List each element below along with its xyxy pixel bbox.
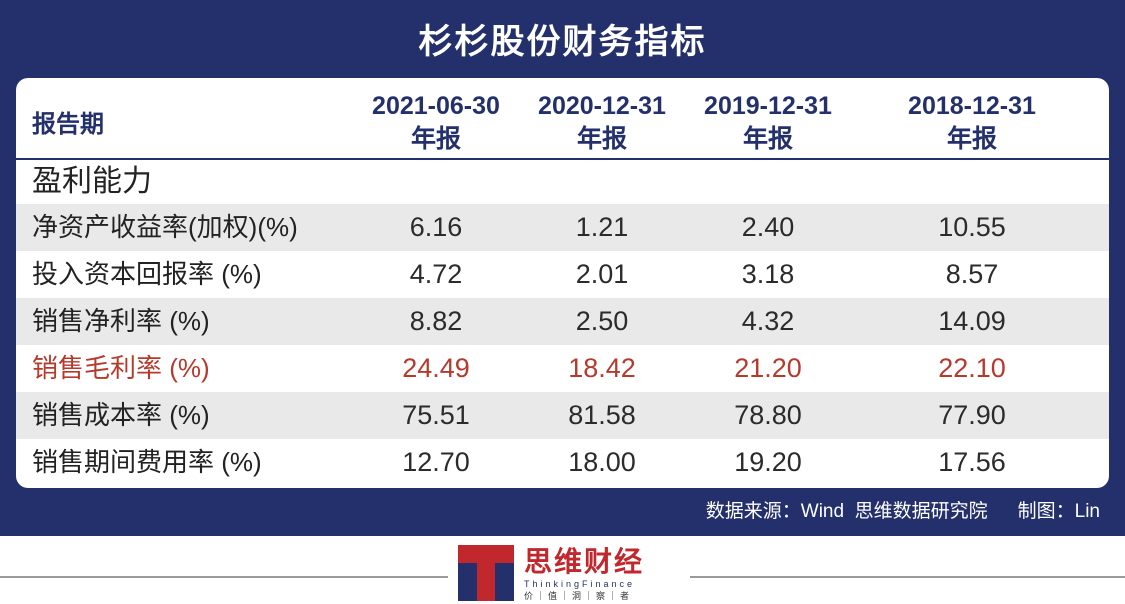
- data-source: 数据来源：Wind 思维数据研究院: [705, 501, 988, 522]
- cell-value: 77.90: [938, 400, 1006, 430]
- column-date: 2018-12-31: [908, 92, 1036, 120]
- cell-value: 24.49: [402, 353, 470, 383]
- cell-value: 10.55: [938, 212, 1006, 242]
- column-date: 2020-12-31: [538, 92, 666, 120]
- footer-divider: [690, 576, 1125, 578]
- page-title: 杉杉股份财务指标: [418, 23, 707, 61]
- table-row: 投入资本回报率 (%) 4.72 2.01 3.18 8.57: [16, 251, 1109, 298]
- cell-value: 2.01: [575, 259, 629, 289]
- chart-credit: 制图：Lin: [1017, 501, 1100, 522]
- cell-value: 2.50: [575, 306, 629, 336]
- cell-value: 1.21: [575, 212, 629, 242]
- brand-logo: 思维财经 ThinkingFinance 价｜值｜洞｜察｜者: [458, 545, 678, 604]
- column-header: 2021-06-30 年报: [352, 90, 520, 156]
- cell-value: 2.40: [741, 212, 795, 242]
- column-header: 2018-12-31 年报: [888, 90, 1056, 156]
- table-row: 销售期间费用率 (%) 12.70 18.00 19.20 17.56: [16, 439, 1109, 486]
- footer-divider: [0, 576, 448, 578]
- row-label: 净资产收益率(加权)(%): [32, 212, 298, 242]
- cell-value: 4.32: [741, 306, 795, 336]
- logo-name: 思维财经: [524, 546, 645, 577]
- cell-value: 19.20: [734, 447, 802, 477]
- column-type: 年报: [576, 125, 627, 153]
- cell-value: 78.80: [734, 400, 802, 430]
- column-type: 年报: [410, 125, 461, 153]
- cell-value: 8.57: [945, 259, 999, 289]
- table-row: 净资产收益率(加权)(%) 6.16 1.21 2.40 10.55: [16, 204, 1109, 251]
- table-row: 销售成本率 (%) 75.51 81.58 78.80 77.90: [16, 392, 1109, 439]
- logo-english: ThinkingFinance: [524, 579, 636, 589]
- column-header: 2019-12-31 年报: [684, 90, 852, 156]
- column-date: 2019-12-31: [704, 92, 832, 120]
- cell-value: 8.82: [409, 306, 463, 336]
- row-label: 投入资本回报率 (%): [32, 259, 262, 289]
- cell-value: 81.58: [568, 400, 636, 430]
- column-type: 年报: [742, 125, 793, 153]
- logo-slogan: 价｜值｜洞｜察｜者: [524, 591, 633, 601]
- source-note: 数据来源：Wind 思维数据研究院 制图：Lin: [0, 494, 1100, 530]
- table-header: 报告期 2021-06-30 年报 2020-12-31 年报 2019-12-…: [16, 86, 1109, 158]
- header-divider: [16, 158, 1109, 160]
- cell-value: 18.42: [568, 353, 636, 383]
- header-panel: 杉杉股份财务指标 报告期 2021-06-30 年报 2020-12-31 年报…: [0, 0, 1125, 536]
- column-date: 2021-06-30: [372, 92, 500, 120]
- column-type: 年报: [946, 125, 997, 153]
- row-label: 销售成本率 (%): [32, 400, 210, 430]
- cell-value: 22.10: [938, 353, 1006, 383]
- cell-value: 18.00: [568, 447, 636, 477]
- cell-value: 3.18: [741, 259, 795, 289]
- table-row: 销售净利率 (%) 8.82 2.50 4.32 14.09: [16, 298, 1109, 345]
- column-header: 2020-12-31 年报: [518, 90, 686, 156]
- table-row-highlighted: 销售毛利率 (%) 24.49 18.42 21.20 22.10: [16, 345, 1109, 392]
- indicator-table: 报告期 2021-06-30 年报 2020-12-31 年报 2019-12-…: [16, 78, 1109, 488]
- row-label: 销售毛利率 (%): [32, 353, 210, 383]
- logo-t-icon: [458, 545, 514, 601]
- row-label: 销售净利率 (%): [32, 306, 210, 336]
- period-header: 报告期: [32, 111, 104, 138]
- cell-value: 21.20: [734, 353, 802, 383]
- section-title: 盈利能力: [32, 165, 152, 198]
- cell-value: 12.70: [402, 447, 470, 477]
- cell-value: 17.56: [938, 447, 1006, 477]
- cell-value: 4.72: [409, 259, 463, 289]
- cell-value: 75.51: [402, 400, 470, 430]
- cell-value: 14.09: [938, 306, 1006, 336]
- cell-value: 6.16: [409, 212, 463, 242]
- row-label: 销售期间费用率 (%): [32, 447, 262, 477]
